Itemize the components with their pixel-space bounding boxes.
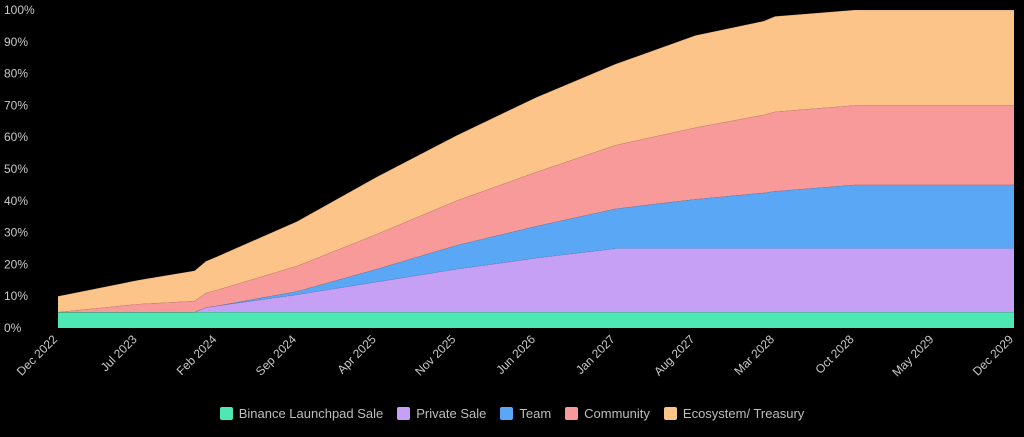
legend-swatch (565, 407, 579, 420)
x-tick-label: Dec 2029 (970, 332, 1016, 378)
x-tick-label: Feb 2024 (174, 332, 220, 378)
legend-item[interactable]: Ecosystem/ Treasury (663, 406, 805, 421)
x-tick-label: May 2029 (889, 332, 936, 379)
series-area-ecosystem-treasury (58, 10, 1014, 313)
y-tick-label: 20% (4, 257, 28, 271)
x-tick-label: Nov 2025 (412, 332, 458, 378)
y-tick-label: 0% (4, 321, 22, 335)
x-tick-label: Apr 2025 (334, 332, 379, 377)
x-tick-label: Sep 2024 (253, 332, 299, 378)
legend-item[interactable]: Team (500, 406, 551, 421)
legend-swatch (663, 407, 677, 420)
x-tick-label: Aug 2027 (651, 332, 697, 378)
y-tick-label: 100% (4, 3, 35, 17)
legend-swatch (219, 407, 233, 420)
y-tick-label: 80% (4, 67, 28, 81)
x-tick-label: Jul 2023 (98, 332, 140, 374)
vesting-area-chart: 0% 10% 20% 30% 40% 50% 60% 70% 80% 90% 100% Dec 202… (4, 3, 1016, 379)
legend-swatch (397, 407, 411, 420)
y-tick-label: 90% (4, 35, 28, 49)
y-tick-label: 30% (4, 226, 28, 240)
legend-label: Team (519, 406, 552, 421)
y-tick-label: 10% (4, 289, 28, 303)
x-tick-label: Mar 2028 (731, 332, 777, 378)
series-area-community (58, 105, 1014, 313)
legend-label: Community (584, 406, 650, 421)
x-tick-label: Oct 2028 (812, 332, 857, 377)
x-tick-label: Jan 2027 (573, 332, 618, 377)
y-tick-label: 40% (4, 194, 28, 208)
legend-item[interactable]: Binance Launchpad Sale (219, 406, 384, 421)
y-tick-label: 70% (4, 98, 28, 112)
series-line-ecosystem-treasury (57, 9, 1014, 297)
series-area-binance-launchpad-sale (58, 312, 1014, 328)
y-tick-label: 60% (4, 130, 28, 144)
legend-item[interactable]: Private Sale (397, 406, 486, 421)
series-area-private-sale (58, 248, 1014, 313)
series-area-team (58, 184, 1014, 313)
x-tick-label: Dec 2022 (14, 332, 60, 378)
legend-item[interactable]: Community (565, 406, 650, 421)
legend-label: Private Sale (416, 406, 487, 421)
legend-swatch (500, 407, 514, 420)
legend: Binance Launchpad Sale Private Sale Team Co… (0, 406, 1024, 421)
y-tick-label: 50% (4, 162, 28, 176)
legend-label: Binance Launchpad Sale (238, 406, 384, 421)
x-tick-label: Jun 2026 (493, 332, 538, 377)
legend-label: Ecosystem/ Treasury (682, 406, 805, 421)
